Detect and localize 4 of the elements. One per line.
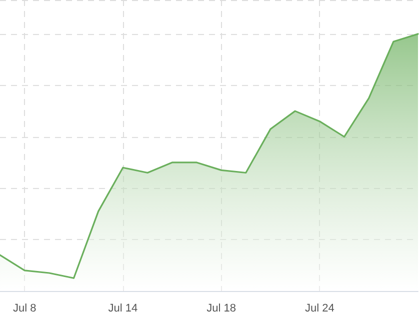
x-tick-label: Jul 14 [108,302,138,314]
x-tick-label: Jul 24 [304,302,334,314]
x-tick-label: Jul 8 [12,302,36,314]
x-tick-label: Jul 18 [206,302,236,314]
